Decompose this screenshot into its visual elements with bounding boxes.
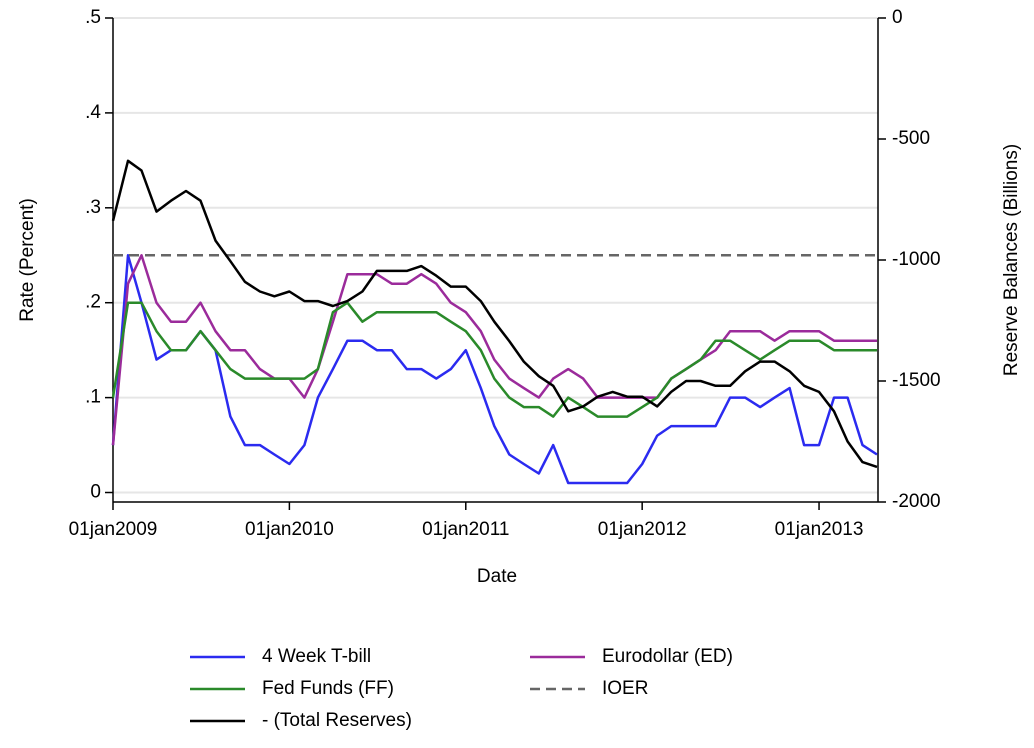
legend-label: 4 Week T-bill (262, 646, 371, 667)
y-axis-label: Rate (Percent) (17, 198, 38, 322)
y2-tick-label: -1000 (892, 249, 941, 270)
y-tick-label: .5 (85, 7, 101, 28)
legend-label: Fed Funds (FF) (262, 678, 394, 699)
y-tick-label: .2 (85, 292, 101, 313)
x-axis-label: Date (477, 566, 517, 587)
y2-tick-label: -2000 (892, 491, 941, 512)
y2-axis-label: Reserve Balances (Billions) (1001, 144, 1022, 376)
x-tick-label: 01jan2012 (598, 519, 687, 540)
legend-label: IOER (602, 678, 648, 699)
series-line (111, 159, 878, 469)
y2-tick-label: -500 (892, 128, 930, 149)
y2-tick-label: -1500 (892, 370, 941, 391)
legend-label: Eurodollar (ED) (602, 646, 733, 667)
y-tick-label: 0 (90, 482, 101, 503)
x-tick-label: 01jan2010 (245, 519, 334, 540)
series-line (111, 254, 877, 446)
y-tick-label: .3 (85, 197, 101, 218)
legend-label: - (Total Reserves) (262, 710, 412, 731)
y-tick-label: .1 (85, 387, 101, 408)
x-tick-label: 01jan2009 (69, 519, 158, 540)
y-tick-label: .4 (85, 102, 101, 123)
x-tick-label: 01jan2011 (422, 519, 509, 540)
y2-tick-label: 0 (892, 7, 903, 28)
series-line (111, 254, 878, 485)
x-tick-label: 01jan2013 (775, 519, 864, 540)
series-line (111, 301, 877, 418)
